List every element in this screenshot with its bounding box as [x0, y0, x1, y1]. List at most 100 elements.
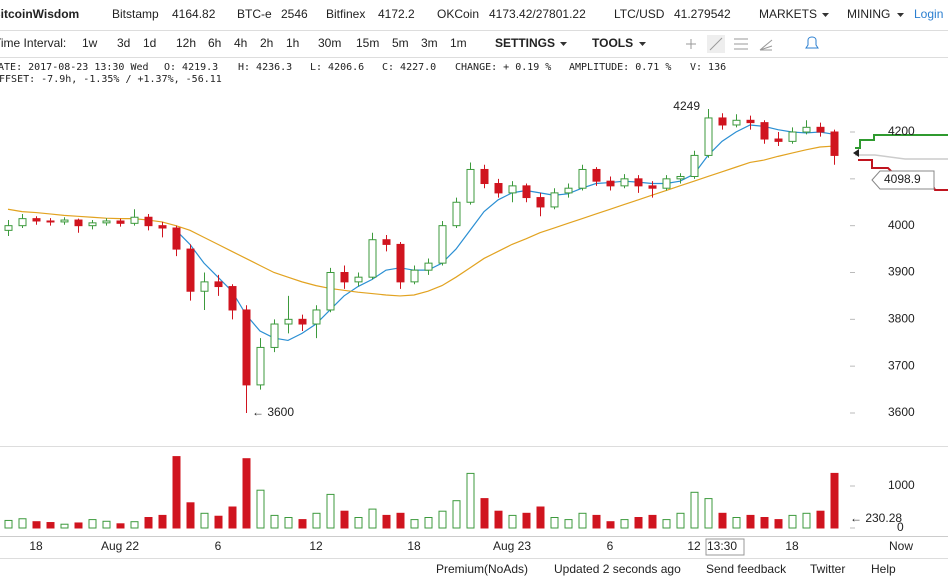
candle-body	[326, 272, 335, 311]
tool-icons[interactable]	[686, 35, 819, 53]
candle-body	[620, 178, 629, 187]
last-price: 4098.9	[884, 172, 921, 186]
ticker-name[interactable]: LTC/USD	[614, 7, 665, 21]
candle-body	[746, 119, 755, 124]
candle-body	[382, 239, 391, 245]
candle-body	[284, 318, 293, 325]
candle-body	[816, 126, 825, 133]
x-tick-label: 6	[215, 539, 222, 553]
volume-bar	[172, 456, 181, 529]
y-tick-label: 4000	[888, 218, 915, 232]
candle-body	[116, 220, 125, 224]
volume-bar	[494, 510, 503, 529]
footer-link[interactable]: Premium(NoAds)	[436, 562, 528, 576]
interval-button[interactable]: 1d	[143, 36, 156, 50]
volume-bar	[830, 472, 839, 529]
interval-button[interactable]: 12h	[176, 36, 196, 50]
login[interactable]: Login	[914, 7, 943, 21]
footer-link[interactable]: Help	[871, 562, 896, 576]
interval-button[interactable]: 15m	[356, 36, 379, 50]
now-label: Now	[889, 539, 913, 553]
info-field: C: 4227.0	[382, 62, 436, 73]
volume-bar	[480, 498, 489, 529]
candle-body	[438, 225, 447, 264]
volume-bar	[130, 521, 139, 529]
interval-button[interactable]: 30m	[318, 36, 341, 50]
dropdown-arrow	[560, 42, 567, 46]
ticker-name[interactable]: OKCoin	[437, 7, 479, 21]
interval-button[interactable]: 1h	[286, 36, 299, 50]
volume-bar	[144, 517, 153, 529]
candle-body	[480, 168, 489, 185]
candle-body	[788, 131, 797, 142]
fan-icon[interactable]	[759, 39, 773, 51]
crosshair-icon[interactable]	[686, 39, 696, 49]
volume-bar	[158, 514, 167, 529]
volume-bar	[312, 512, 321, 529]
volume-bar	[368, 508, 377, 529]
ticker-name[interactable]: Bitfinex	[326, 7, 365, 21]
volume-bar	[508, 514, 517, 529]
volume-bar	[326, 493, 335, 529]
volume-bar	[774, 519, 783, 529]
dropdown-arrow	[822, 13, 829, 17]
dropdown-arrow	[897, 13, 904, 17]
tools-menu[interactable]: TOOLS	[592, 36, 633, 50]
x-tick-label: Aug 22	[101, 539, 139, 553]
footer-link[interactable]: Twitter	[810, 562, 845, 576]
candle-body	[634, 178, 643, 187]
candle-body	[690, 154, 699, 177]
interval-button[interactable]: 3d	[117, 36, 130, 50]
ticker-name[interactable]: BTC-e	[237, 7, 272, 21]
candle-body	[760, 122, 769, 140]
x-tick-label: 13:30	[707, 539, 737, 553]
candle-body	[130, 216, 139, 224]
interval-button[interactable]: 4h	[234, 36, 247, 50]
volume-bar	[424, 517, 433, 529]
volume-bar	[438, 510, 447, 529]
alert-icon[interactable]	[805, 36, 819, 49]
moving-average	[175, 124, 835, 342]
candle-body	[46, 220, 55, 223]
volume-bar	[648, 514, 657, 529]
volume-bar	[634, 517, 643, 529]
volume-bar	[18, 518, 27, 529]
menu[interactable]: MINING	[847, 7, 890, 21]
interval-button[interactable]: 1m	[450, 36, 467, 50]
interval-button[interactable]: 1w	[82, 36, 98, 50]
toolbar-label: Time Interval:	[0, 36, 66, 50]
line-icon[interactable]	[709, 37, 723, 51]
interval-button[interactable]: 2h	[260, 36, 273, 50]
volume-bar	[606, 521, 615, 529]
interval-button[interactable]: 3m	[421, 36, 438, 50]
x-tick-label: 18	[407, 539, 421, 553]
hlines-icon[interactable]	[734, 38, 748, 50]
volume-bar	[536, 506, 545, 529]
interval-button[interactable]: 5m	[392, 36, 409, 50]
right-depth	[853, 134, 948, 191]
candle-body	[214, 281, 223, 288]
info-offset: OFFSET: -7.9h, -1.35% / +1.37%, -56.11	[0, 74, 222, 85]
y-tick-label: 3900	[888, 265, 915, 279]
menu[interactable]: MARKETS	[759, 7, 817, 21]
settings-menu[interactable]: SETTINGS	[495, 36, 555, 50]
max-label: 4249	[673, 99, 700, 113]
candle-body	[158, 225, 167, 229]
candle-body	[704, 117, 713, 156]
candle-body	[592, 168, 601, 182]
interval-button[interactable]: 6h	[208, 36, 221, 50]
x-tick-label: 12	[309, 539, 323, 553]
volume-bar	[788, 514, 797, 529]
brand[interactable]: BitcoinWisdom	[0, 7, 79, 21]
candle-body	[60, 219, 69, 223]
footer-link[interactable]: Send feedback	[706, 562, 787, 576]
x-tick-label: Aug 23	[493, 539, 531, 553]
volume-bar	[550, 517, 559, 529]
candle-body	[102, 220, 111, 224]
info-field: AMPLITUDE: 0.71 %	[569, 62, 671, 73]
candle-body	[466, 168, 475, 203]
volume-bar	[200, 512, 209, 529]
ticker-name[interactable]: Bitstamp	[112, 7, 159, 21]
candle-body	[88, 222, 97, 227]
